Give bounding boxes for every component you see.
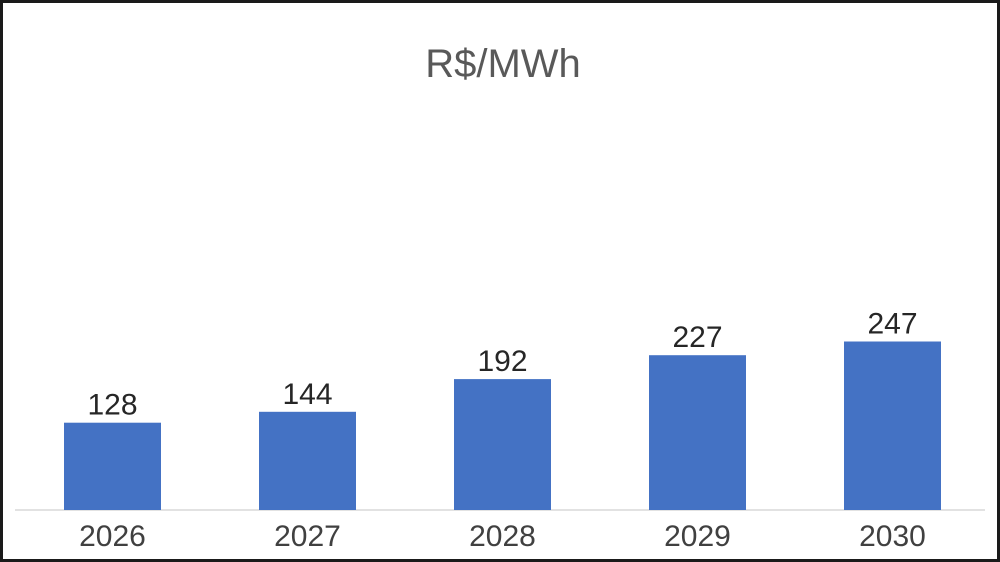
bar-2028 (454, 379, 551, 510)
x-tick-label-2027: 2027 (274, 520, 341, 553)
chart-plot: 128 144 192 227 247 2026 2027 2028 2029 2030 (15, 308, 985, 553)
bars-group (64, 341, 941, 510)
x-tick-labels-group: 2026 2027 2028 2029 2030 (79, 520, 926, 553)
data-label-2026: 128 (87, 389, 137, 422)
data-label-2028: 192 (477, 345, 527, 378)
chart-title: R$/MWh (425, 42, 581, 86)
data-label-2027: 144 (282, 378, 332, 411)
x-tick-label-2026: 2026 (79, 520, 146, 553)
x-tick-label-2028: 2028 (469, 520, 536, 553)
bar-2026 (64, 422, 161, 510)
bar-2027 (259, 411, 356, 510)
data-label-2030: 247 (867, 308, 917, 341)
data-labels-group: 128 144 192 227 247 (87, 308, 917, 422)
x-tick-label-2029: 2029 (664, 520, 731, 553)
bar-2029 (649, 355, 746, 510)
data-label-2029: 227 (672, 321, 722, 354)
bar-2030 (844, 341, 941, 510)
x-tick-label-2030: 2030 (859, 520, 926, 553)
